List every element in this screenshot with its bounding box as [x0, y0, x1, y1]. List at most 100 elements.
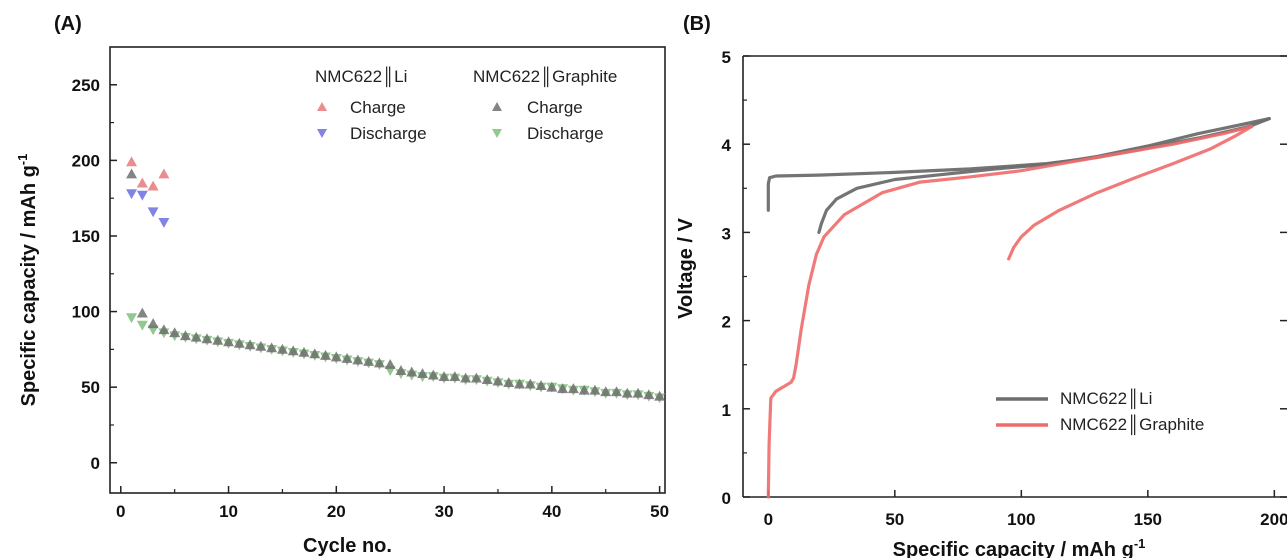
y-tick-label-a: 100	[72, 303, 100, 322]
legend-b-label: NMC622║Li	[1060, 388, 1152, 410]
y-tick-label-a: 50	[81, 378, 100, 397]
y-tick-label-a: 150	[72, 227, 100, 246]
data-point-a-series-2	[330, 351, 342, 362]
data-point-a-series-2	[535, 380, 547, 391]
x-tick-label-b: 100	[1007, 510, 1035, 529]
legend-b-label: NMC622║Graphite	[1060, 414, 1204, 436]
data-point-a-series-2	[589, 384, 601, 395]
data-point-a-series-2	[298, 346, 310, 357]
legend-a-marker	[317, 129, 327, 138]
x-axis-title-b: Specific capacity / mAh g-1	[893, 536, 1146, 558]
x-axis-title-a: Cycle no.	[303, 535, 392, 557]
data-point-a-series-2	[287, 345, 299, 356]
legend-a-label: Discharge	[527, 124, 604, 143]
x-tick-label-b: 150	[1134, 510, 1162, 529]
data-point-a-series-0	[136, 177, 148, 188]
data-point-a-series-2	[632, 387, 644, 398]
y-tick-label-b: 3	[722, 224, 731, 243]
data-point-a-series-2	[470, 372, 482, 383]
legend-a-group-title: NMC622║Graphite	[473, 66, 617, 88]
y-tick-label-b: 5	[722, 48, 731, 67]
x-tick-label-b: 0	[764, 510, 773, 529]
data-point-a-series-2	[460, 372, 472, 383]
data-point-a-series-2	[373, 357, 385, 368]
x-tick-label-a: 10	[219, 502, 238, 521]
y-axis-title-b: Voltage / V	[675, 217, 697, 318]
data-point-a-series-2	[266, 342, 278, 353]
y-tick-label-a: 250	[72, 76, 100, 95]
data-point-a-series-2	[233, 337, 245, 348]
legend-a-label: Charge	[350, 98, 406, 117]
data-point-a-series-0	[147, 180, 159, 191]
y-axis-title-a: Specific capacity / mAh g-1	[15, 154, 40, 407]
data-point-a-series-2	[255, 340, 267, 351]
data-point-a-series-2	[621, 387, 633, 398]
data-point-a-series-2	[611, 386, 623, 397]
data-point-a-series-2	[352, 354, 364, 365]
data-point-a-series-2	[169, 327, 181, 338]
legend-a-label: Discharge	[350, 124, 427, 143]
data-point-a-series-2	[578, 384, 590, 395]
data-point-a-series-2	[546, 381, 558, 392]
data-point-a-series-1	[136, 190, 148, 201]
series-line-b-1-1	[1007, 125, 1254, 261]
data-point-a-series-2	[341, 352, 353, 363]
data-point-a-series-2	[136, 307, 148, 318]
data-point-a-series-2	[244, 339, 256, 350]
x-axis-title-b-superscript: -1	[1134, 536, 1146, 551]
y-tick-label-b: 1	[722, 401, 731, 420]
panel-b-chart: (B) 0 50 100 150 200 0 1 2 3 4 5 Specific capacity /…	[675, 13, 1287, 558]
data-point-a-series-2	[427, 369, 439, 380]
legend-a-group-title: NMC622║Li	[315, 66, 407, 88]
data-point-a-series-2	[643, 389, 655, 400]
data-point-a-series-3	[126, 313, 138, 324]
data-point-a-series-2	[212, 334, 224, 345]
data-point-a-series-2	[438, 371, 450, 381]
data-point-a-series-2	[363, 355, 375, 366]
data-point-a-series-0	[126, 156, 138, 167]
y-axis-title-a-superscript: -1	[15, 154, 30, 166]
data-point-a-series-2	[654, 390, 666, 401]
data-point-a-series-2	[481, 374, 493, 385]
legend-a-marker	[492, 102, 502, 111]
x-tick-label-b: 50	[885, 510, 904, 529]
data-point-a-series-2	[320, 349, 332, 360]
data-point-a-series-2	[600, 386, 612, 397]
data-point-a-series-3	[136, 320, 148, 331]
data-point-a-series-2	[492, 375, 504, 386]
data-point-a-series-2	[158, 324, 170, 335]
legend-a-marker	[492, 129, 502, 138]
y-tick-label-b: 4	[722, 136, 732, 155]
data-point-a-series-2	[524, 378, 536, 389]
panel-label-a: (A)	[54, 13, 82, 35]
x-tick-label-a: 20	[327, 502, 346, 521]
y-tick-label-a: 0	[91, 454, 100, 473]
x-tick-label-a: 50	[650, 502, 669, 521]
data-point-a-series-2	[503, 377, 515, 388]
data-point-a-series-2	[384, 358, 396, 369]
data-point-a-series-2	[449, 371, 461, 381]
data-point-a-series-2	[147, 318, 159, 329]
data-point-a-series-2	[395, 365, 407, 375]
data-point-a-series-2	[190, 331, 202, 342]
y-tick-label-a: 200	[72, 151, 100, 170]
data-point-a-series-2	[201, 333, 213, 344]
data-point-a-series-2	[514, 378, 526, 389]
legend-a-marker	[317, 102, 327, 111]
series-line-b-1-0	[766, 125, 1254, 499]
data-point-a-series-2	[417, 368, 429, 378]
data-point-a-series-2	[309, 348, 321, 359]
panel-a-chart: (A) 0 10 20 30 40 50 0 50 100 150 200 250 Cycle no. Sp…	[15, 13, 669, 557]
data-point-a-series-2	[557, 383, 569, 394]
series-line-b-0-1	[817, 117, 1271, 234]
data-point-a-series-0	[158, 168, 170, 179]
panel-label-b: (B)	[683, 13, 711, 35]
data-point-a-series-2	[276, 343, 288, 354]
x-tick-label-a: 0	[116, 502, 125, 521]
legend-a-label: Charge	[527, 98, 583, 117]
panel-a-frame	[109, 46, 666, 494]
x-tick-label-b: 200	[1260, 510, 1287, 529]
data-point-a-series-2	[179, 330, 191, 341]
